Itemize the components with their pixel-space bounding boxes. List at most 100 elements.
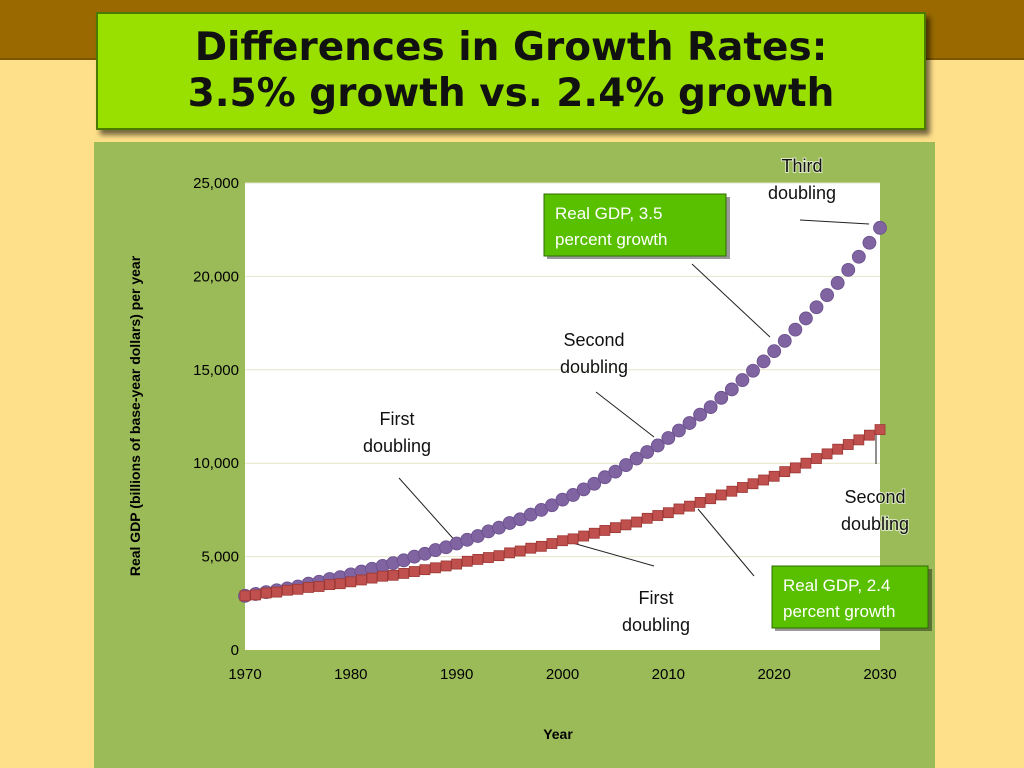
y-tick-label: 5,000 (201, 549, 239, 566)
series-label-leader (691, 263, 771, 338)
data-point (703, 400, 718, 415)
data-point (788, 322, 803, 337)
data-point (777, 333, 792, 348)
series-2-4-percent (239, 424, 886, 602)
annotation-text: doubling (363, 436, 431, 456)
data-point (799, 311, 813, 326)
x-tick-label: 2000 (546, 666, 579, 683)
data-point (398, 568, 410, 579)
annotation-text: doubling (768, 183, 836, 203)
data-point (461, 555, 473, 567)
data-point (735, 373, 750, 387)
data-point (800, 457, 812, 469)
data-point (809, 300, 824, 315)
data-point (724, 382, 739, 397)
data-point (619, 458, 633, 472)
data-point (525, 542, 537, 554)
data-point (281, 584, 293, 596)
data-point (832, 443, 844, 455)
data-point (303, 582, 314, 593)
annotation-text: Second (563, 330, 624, 350)
data-point (504, 547, 515, 559)
page-title-line-1: Differences in Growth Rates: (194, 25, 828, 70)
data-point (239, 590, 251, 602)
data-point (662, 507, 674, 519)
data-point (483, 552, 494, 563)
data-point (758, 474, 769, 486)
data-point (853, 434, 865, 446)
annotation-text: doubling (841, 514, 909, 534)
x-tick-label: 1980 (334, 666, 367, 683)
x-axis-title: Year (543, 726, 573, 742)
annotation-leader (561, 539, 655, 567)
annotation-text: doubling (622, 615, 690, 635)
data-point (588, 527, 600, 539)
data-point (260, 587, 272, 599)
data-point (345, 576, 357, 588)
annotations: Third doubling Second doubling First doubling… (362, 155, 910, 636)
data-point (673, 503, 685, 515)
data-point (292, 583, 304, 595)
chart-area: 0 5,000 10,000 15,000 20,000 25,000 1970 1980 1… (94, 142, 935, 768)
data-point (419, 564, 431, 576)
y-tick-label: 10,000 (193, 455, 239, 472)
data-point (682, 416, 697, 430)
data-point (767, 344, 782, 359)
data-point (608, 464, 623, 479)
data-point (566, 488, 580, 502)
series-label-boxes: Real GDP, 3.5 percent growth Real GDP, 2.4… (543, 193, 932, 631)
data-point (514, 545, 526, 557)
data-point (715, 489, 727, 501)
data-point (356, 574, 367, 586)
x-tick-label: 2020 (757, 666, 790, 683)
data-point (430, 562, 441, 574)
data-point (545, 498, 559, 513)
y-tick-label: 25,000 (193, 175, 239, 192)
data-point (811, 453, 822, 464)
data-point (629, 451, 644, 466)
data-point (366, 572, 378, 584)
data-point (864, 429, 875, 441)
data-point (324, 579, 336, 591)
data-point (641, 512, 653, 524)
data-point (587, 476, 602, 491)
data-point (694, 497, 706, 508)
series-label-leader (697, 508, 755, 577)
data-point (746, 363, 760, 378)
data-series (238, 220, 887, 603)
series-label-text: Real GDP, 2.4 (783, 576, 890, 595)
data-point (451, 558, 463, 570)
data-point (578, 530, 590, 542)
annotation-leader-lines (398, 219, 877, 567)
annotation-leader (595, 391, 655, 438)
data-point (705, 493, 717, 505)
data-point (313, 581, 325, 592)
data-point (567, 533, 579, 545)
data-point (440, 560, 452, 572)
data-point (684, 500, 695, 512)
data-point (599, 525, 611, 536)
data-point (557, 535, 568, 547)
y-axis-ticks: 0 5,000 10,000 15,000 20,000 25,000 (193, 175, 239, 659)
data-point (779, 466, 791, 478)
data-point (851, 249, 866, 264)
annotation-leader (799, 219, 870, 225)
data-point (652, 510, 664, 521)
data-point (874, 424, 886, 435)
title-box: Differences in Growth Rates: 3.5% growth… (96, 12, 926, 130)
data-point (250, 589, 261, 601)
series-label-box (543, 193, 727, 257)
annotation-text: doubling (560, 357, 628, 377)
gridlines (245, 182, 880, 558)
data-point (726, 485, 738, 497)
annotation-leader (398, 477, 459, 545)
data-point (640, 445, 655, 459)
data-point (597, 470, 612, 485)
data-point (821, 448, 833, 460)
annotation-text: First (380, 409, 415, 429)
data-point (737, 482, 748, 493)
series-label-text: percent growth (555, 230, 667, 249)
data-point (377, 570, 388, 582)
annotation-text: Second (844, 487, 905, 507)
